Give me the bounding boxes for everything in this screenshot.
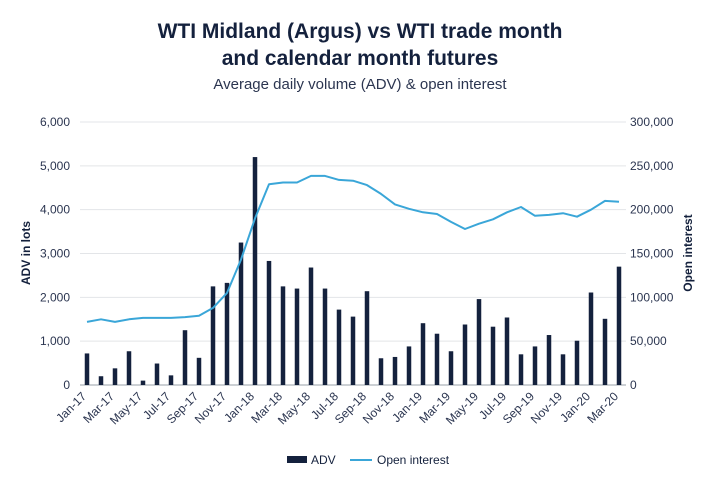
adv-bar [560,354,566,385]
adv-bar [476,299,482,385]
chart-title-line2: and calendar month futures [221,47,499,70]
x-tick-label: Mar-20 [584,389,621,426]
adv-bar [420,323,426,385]
adv-bar [294,288,300,385]
x-tick-label: Nov-17 [192,389,229,426]
y-tick-label-left: 1,000 [40,334,70,348]
legend-adv-label: ADV [311,453,336,467]
y-tick-label-right: 150,000 [630,247,674,261]
adv-bar [350,316,356,385]
adv-bar [490,326,496,385]
open-interest-line [86,174,620,323]
y-tick-label-left: 2,000 [40,290,70,304]
y-tick-label-right: 250,000 [630,159,674,173]
y-tick-label-right: 200,000 [630,203,674,217]
adv-bar [210,286,216,385]
y-tick-label-right: 50,000 [630,334,667,348]
adv-bar [546,335,552,385]
y-tick-label-left: 0 [63,378,70,392]
adv-bar [434,333,440,385]
adv-bar [364,291,370,385]
y-axis-left-label: ADV in lots [19,221,33,285]
adv-bar [196,357,202,385]
adv-bar [602,318,608,385]
y-tick-label-left: 5,000 [40,159,70,173]
chart-subtitle: Average daily volume (ADV) & open intere… [213,76,507,93]
open-interest-line-group [86,174,620,323]
y-tick-label-left: 3,000 [40,247,70,261]
y-axis-left: 0 1,000 2,000 3,000 4,000 5,000 6,000 [40,115,70,392]
adv-bar [84,353,90,385]
adv-bar [168,375,174,385]
adv-bar [224,282,230,385]
legend-adv-swatch [287,456,307,463]
adv-bar [462,324,468,385]
y-tick-label-left: 4,000 [40,203,70,217]
adv-bar [336,309,342,385]
adv-bar [504,317,510,385]
adv-bar [392,356,398,385]
adv-bar [140,380,146,385]
x-axis: Jan-17Mar-17May-17Jul-17Sep-17Nov-17Jan-… [53,389,621,427]
adv-bar [448,351,454,385]
adv-bar [154,363,160,385]
adv-bar [126,351,132,385]
adv-bar [280,286,286,385]
adv-bar [616,266,622,385]
y-axis-right-label: Open interest [681,214,695,291]
chart-title-line1: WTI Midland (Argus) vs WTI trade month [157,20,563,43]
y-tick-label-right: 100,000 [630,290,674,304]
adv-bar [112,368,118,385]
adv-bar [518,354,524,385]
adv-bar [532,346,538,385]
adv-bar [406,346,412,385]
adv-bar [322,288,328,385]
adv-bar [378,358,384,385]
y-axis-right: 0 50,000 100,000 150,000 200,000 250,000 300,0… [630,115,674,392]
adv-bar [588,292,594,385]
adv-bar [182,330,188,385]
adv-bar [266,260,272,385]
adv-bars [84,157,622,385]
legend: ADV Open interest [287,453,450,467]
adv-bar [238,242,244,385]
x-tick-label: Nov-18 [360,389,397,426]
adv-bar [308,267,314,385]
y-tick-label-right: 0 [630,378,637,392]
x-tick-label: Nov-19 [528,389,565,426]
adv-bar [574,340,580,385]
adv-bar [98,376,104,385]
y-tick-label-left: 6,000 [40,115,70,129]
y-tick-label-right: 300,000 [630,115,674,129]
adv-bar [252,157,258,385]
legend-open-interest-label: Open interest [377,453,450,467]
